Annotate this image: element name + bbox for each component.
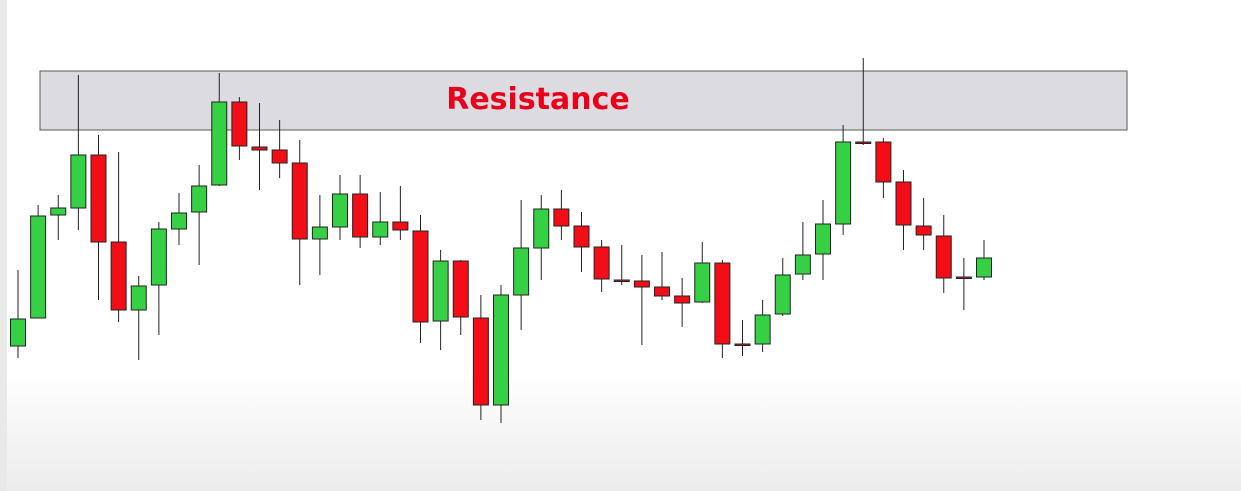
candle-body (90, 154, 107, 243)
candle-body (815, 223, 831, 255)
candle-body (794, 254, 811, 275)
candle-body (432, 260, 449, 322)
candle-body (311, 226, 328, 240)
candle-body (714, 262, 731, 345)
candle-body (251, 146, 268, 151)
candle-body (835, 141, 852, 225)
candle-body (211, 101, 228, 186)
candle-body (150, 228, 167, 286)
candle-body (130, 285, 147, 311)
candle-body (553, 208, 570, 227)
candle-body (372, 221, 389, 238)
candle-body (694, 262, 711, 303)
left-edge (0, 0, 7, 491)
candle-body (855, 141, 872, 144)
candle-body (895, 181, 912, 226)
resistance-label: Resistance (446, 82, 630, 117)
candle-body (412, 230, 429, 323)
candle-body (915, 225, 932, 236)
candle-body (452, 260, 469, 318)
candle-body (493, 294, 509, 406)
candle-body (110, 241, 127, 311)
candle-body (171, 212, 187, 230)
candle-body (754, 314, 771, 345)
candle-body (271, 149, 288, 164)
candle-body (291, 162, 308, 240)
candle-body (674, 295, 691, 304)
candle-body (513, 247, 530, 296)
candle-body (654, 286, 670, 297)
candle-body (935, 235, 952, 279)
candle-body (30, 215, 47, 319)
candle-body (231, 101, 248, 147)
candle-body (472, 317, 489, 406)
candle-body (70, 154, 87, 209)
candle-body (955, 276, 972, 279)
candle-body (352, 193, 369, 238)
candle-body (50, 207, 67, 216)
candle-body (332, 193, 348, 228)
candle-body (633, 280, 650, 288)
candle-body (613, 279, 630, 282)
candle-body (593, 246, 610, 280)
candle-body (976, 257, 992, 278)
candle-body (573, 225, 590, 248)
candle-body (191, 185, 208, 213)
candle-body (533, 208, 550, 249)
candle-body (392, 221, 409, 231)
candle-body (875, 141, 892, 183)
candle-body (10, 318, 26, 347)
candle-body (774, 274, 791, 315)
candle-body (734, 343, 751, 346)
